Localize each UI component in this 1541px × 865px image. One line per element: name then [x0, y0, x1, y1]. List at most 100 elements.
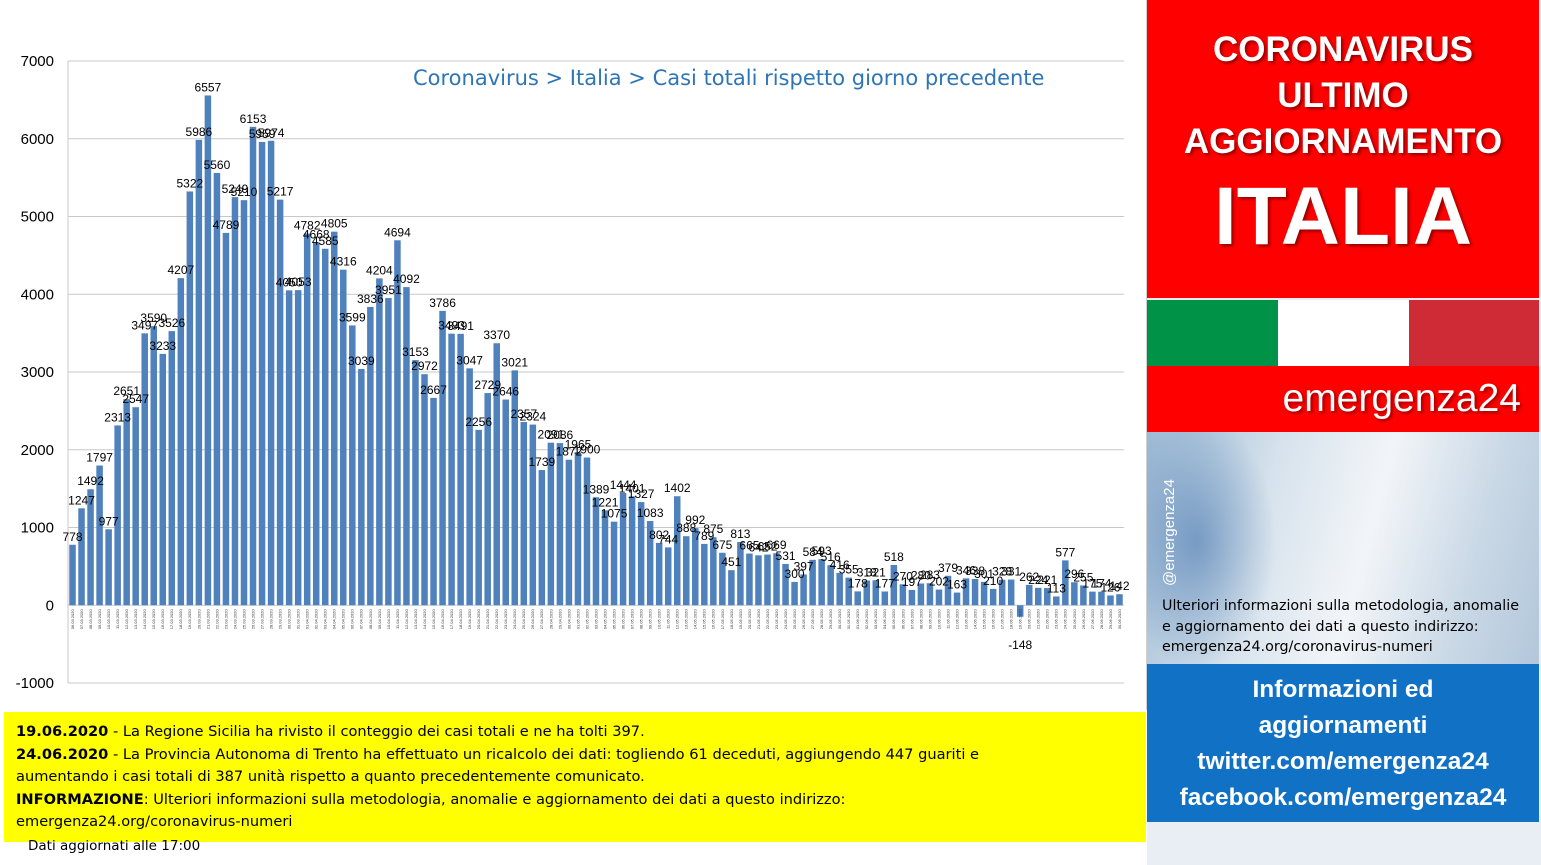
bar	[439, 310, 446, 606]
data-label: 175	[1082, 577, 1102, 591]
x-tick-label: 30.04.2020	[566, 608, 571, 629]
data-label: 802	[649, 528, 669, 542]
data-label: 142	[1109, 579, 1129, 593]
bar	[331, 231, 338, 606]
methodology-link[interactable]: emergenza24.org/coronavirus-numeri	[1162, 639, 1433, 655]
methodology-line-1: Ulteriori informazioni sulla metodologia…	[1162, 598, 1520, 614]
data-label: 1221	[592, 495, 619, 509]
x-tick-label: 11.04.2020	[395, 608, 400, 628]
data-label: 665	[739, 539, 759, 553]
bar	[321, 248, 329, 606]
x-tick-label: 20.03.2020	[196, 608, 201, 629]
bar	[231, 197, 239, 606]
note-text-4: : Ulteriori informazioni sulla metodolog…	[143, 790, 846, 808]
bar	[1016, 605, 1024, 617]
note-date-2: 24.06.2020	[16, 745, 109, 763]
y-tick-label: 0	[46, 597, 54, 614]
x-tick-label: 24.04.2020	[512, 608, 517, 629]
note-line-2: 24.06.2020 - La Provincia Autonoma di Tr…	[16, 744, 1146, 767]
x-tick-label: 12.06.2020	[954, 608, 959, 629]
header-line-aggiornamento: AGGIORNAMENTO	[1183, 122, 1503, 161]
bar	[538, 470, 546, 606]
bar	[340, 269, 347, 606]
x-tick-label: 29.06.2020	[1108, 608, 1113, 629]
x-tick-label: 01.04.2020	[305, 608, 310, 629]
bar	[1116, 594, 1123, 606]
note-line-3: aumentando i casi totali di 387 unità ri…	[16, 768, 645, 785]
data-label: 397	[794, 559, 814, 573]
data-label: 4805	[321, 217, 348, 231]
x-tick-label: 31.05.2020	[846, 608, 851, 629]
data-label: 113	[1047, 581, 1066, 595]
methodology-line-2: e aggiornamento dei dati a questo indiri…	[1162, 618, 1479, 635]
bar	[800, 574, 807, 606]
x-tick-label: 08.06.2020	[918, 608, 923, 629]
note-line-4: INFORMAZIONE: Ulteriori informazioni sul…	[16, 789, 1146, 812]
data-label: 3526	[158, 316, 185, 330]
bar	[123, 399, 130, 606]
x-tick-label: 17.05.2020	[720, 608, 725, 629]
data-label: 577	[1055, 545, 1075, 559]
data-label: 1492	[77, 474, 104, 488]
x-tick-label: 10.04.2020	[386, 608, 391, 629]
x-tick-label: 29.05.2020	[828, 608, 833, 629]
bar	[312, 242, 320, 606]
data-label: 5249	[222, 182, 249, 196]
x-tick-label: 19.04.2020	[467, 608, 472, 629]
x-tick-label: 14.04.2020	[422, 608, 427, 629]
bar	[980, 581, 988, 606]
data-label: 3493	[438, 319, 465, 333]
x-tick-label: 13.05.2020	[684, 608, 689, 629]
data-label: 3153	[402, 345, 429, 359]
x-tick-label: 04.06.2020	[882, 608, 887, 629]
data-label: 6557	[195, 80, 222, 94]
bar	[917, 583, 925, 606]
x-tick-label: 27.06.2020	[1090, 608, 1095, 629]
x-tick-label: 30.06.2020	[1117, 608, 1122, 629]
facebook-link[interactable]: facebook.com/emergenza24	[1179, 784, 1507, 811]
x-tick-label: 31.03.2020	[296, 608, 301, 629]
x-tick-label: 28.04.2020	[548, 608, 553, 629]
x-tick-label: 07.03.2020	[79, 608, 84, 629]
bar	[755, 555, 762, 606]
y-axis-ticks: -1000 0 1000 2000 3000 4000 5000 6000 7000	[16, 53, 54, 692]
bar	[1089, 591, 1096, 606]
data-label: 1872	[556, 445, 583, 459]
bar	[448, 333, 455, 606]
x-tick-label: 07.04.2020	[359, 608, 364, 629]
x-tick-label: 19.05.2020	[738, 608, 743, 629]
bar	[881, 591, 889, 606]
x-tick-label: 09.04.2020	[377, 608, 382, 629]
x-tick-label: 14.06.2020	[972, 608, 977, 629]
header-line-coronavirus: CORONAVIRUS	[1213, 30, 1473, 69]
data-label: 5974	[258, 126, 285, 140]
data-label: 3951	[375, 283, 402, 297]
flag-white-stripe	[1278, 300, 1409, 366]
bar	[294, 290, 302, 606]
bar	[791, 581, 798, 606]
note-link[interactable]: emergenza24.org/coronavirus-numeri	[16, 813, 293, 830]
bar	[520, 421, 528, 606]
header-line-ultimo: ULTIMO	[1277, 76, 1409, 115]
bar-chart: -1000 0 1000 2000 3000 4000 5000 6000 7000 06.03…	[16, 53, 1130, 692]
bar	[1071, 582, 1078, 606]
x-tick-label: 11.06.2020	[945, 608, 950, 628]
x-tick-label: 15.04.2020	[431, 608, 436, 629]
bar	[728, 570, 735, 606]
background-photo: @emergenza24 Ulteriori informazioni sull…	[1147, 432, 1539, 664]
data-label: 3039	[348, 354, 375, 368]
data-label: 4316	[330, 255, 357, 269]
bar	[141, 333, 148, 606]
data-label: 4092	[393, 272, 420, 286]
data-label: 270	[893, 569, 913, 583]
bar	[267, 140, 275, 606]
chart-title: Coronavirus > Italia > Casi totali rispe…	[413, 66, 1045, 90]
x-tick-label: 02.04.2020	[314, 608, 319, 629]
data-label: 1444	[610, 478, 637, 492]
bar	[1062, 560, 1069, 606]
twitter-link[interactable]: twitter.com/emergenza24	[1197, 748, 1489, 775]
data-label: 2256	[465, 415, 492, 429]
bar	[872, 580, 880, 606]
data-label: 1900	[574, 443, 601, 457]
data-label: 977	[99, 514, 119, 528]
